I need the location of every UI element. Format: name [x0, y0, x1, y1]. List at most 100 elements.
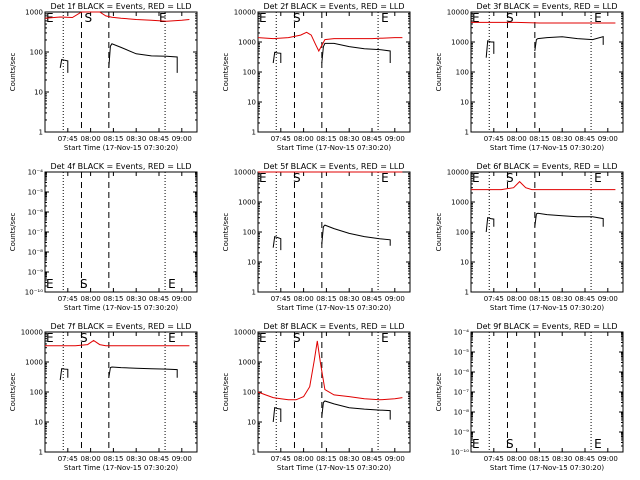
- marker-S: S: [506, 11, 514, 25]
- x-axis-label: Start Time (17-Nov-15 07:30:20): [277, 304, 391, 312]
- y-tick-label: 10⁻⁴: [454, 329, 470, 337]
- y-tick-label: 1: [39, 129, 43, 137]
- plot-frame: [44, 171, 198, 293]
- series-events: [485, 217, 495, 233]
- y-tick-label: 10⁻¹⁰: [451, 449, 469, 457]
- x-tick-label: 08:15: [103, 295, 123, 303]
- x-tick-label: 08:45: [362, 135, 382, 143]
- x-tick-label: 08:30: [552, 135, 572, 143]
- x-axis-label: Start Time (17-Nov-15 07:30:20): [490, 304, 604, 312]
- x-tick-label: 08:00: [81, 135, 101, 143]
- x-tick-label: 08:30: [339, 135, 359, 143]
- x-tick-label: 07:45: [58, 135, 78, 143]
- x-tick-label: 08:00: [81, 295, 101, 303]
- y-tick-label: 1000: [25, 359, 43, 367]
- x-tick-label: 08:15: [529, 455, 549, 463]
- y-tick-label: 10: [460, 99, 469, 107]
- series-events: [321, 224, 391, 246]
- x-tick-label: 08:00: [507, 455, 527, 463]
- y-tick-label: 10: [247, 259, 256, 267]
- x-tick-label: 08:15: [103, 135, 123, 143]
- y-tick-label: 1000: [238, 359, 256, 367]
- y-tick-label: 100: [456, 229, 469, 237]
- y-axis-label: Counts/sec: [435, 213, 443, 252]
- chart-panel-5: Det 5f BLACK = Events, RED = LLD 1 10 100 10…: [222, 162, 411, 312]
- marker-E: E: [594, 171, 602, 185]
- series-events: [272, 407, 282, 423]
- x-tick-label: 09:00: [385, 135, 405, 143]
- y-tick-label: 10⁻⁷: [28, 229, 44, 237]
- series-events: [485, 40, 495, 58]
- chart-panel-2: Det 2f BLACK = Events, RED = LLD 1 10 100 10…: [222, 2, 411, 152]
- y-tick-label: 10000: [234, 169, 256, 177]
- x-tick-label: 09:00: [172, 295, 192, 303]
- series-events: [534, 212, 604, 227]
- series-lld: [471, 21, 616, 24]
- y-axis-label: Counts/sec: [222, 373, 230, 412]
- y-tick-label: 10: [247, 419, 256, 427]
- y-axis-label: Counts/sec: [222, 53, 230, 92]
- marker-E-left: E: [472, 437, 480, 451]
- marker-S: S: [293, 11, 301, 25]
- x-tick-label: 08:45: [149, 295, 169, 303]
- chart-title: Det 5f BLACK = Events, RED = LLD: [263, 162, 404, 171]
- y-axis-label: Counts/sec: [9, 53, 17, 92]
- series-lld: [45, 339, 190, 347]
- marker-E: E: [381, 171, 389, 185]
- x-tick-label: 08:30: [339, 295, 359, 303]
- chart-panel-9: Det 9f BLACK = Events, RED = LLD 10⁻¹⁰ 10⁻…: [435, 322, 624, 472]
- x-tick-label: 08:15: [316, 295, 336, 303]
- marker-S: S: [293, 331, 301, 345]
- y-tick-label: 1: [252, 289, 256, 297]
- series-lld: [471, 180, 616, 191]
- plot-frame: [470, 11, 624, 133]
- plot-frame: [257, 331, 411, 453]
- y-tick-label: 10: [247, 99, 256, 107]
- chart-title: Det 2f BLACK = Events, RED = LLD: [263, 2, 404, 11]
- x-axis-label: Start Time (17-Nov-15 07:30:20): [64, 144, 178, 152]
- series-lld: [257, 31, 403, 53]
- chart-panel-7: Det 7f BLACK = Events, RED = LLD 1 10 100 10…: [9, 322, 198, 472]
- y-tick-label: 1000: [238, 39, 256, 47]
- y-tick-label: 1000: [451, 199, 469, 207]
- marker-E-left: E: [259, 331, 267, 345]
- y-tick-label: 10⁻⁴: [28, 169, 44, 177]
- marker-E-left: E: [46, 277, 54, 291]
- x-tick-label: 08:45: [149, 135, 169, 143]
- y-tick-label: 10⁻⁸: [28, 249, 44, 257]
- x-tick-label: 07:45: [58, 295, 78, 303]
- y-tick-label: 1: [252, 449, 256, 457]
- x-tick-label: 07:45: [484, 135, 504, 143]
- plot-frame: [257, 171, 411, 293]
- x-tick-label: 09:00: [598, 295, 618, 303]
- x-tick-label: 08:30: [339, 455, 359, 463]
- marker-E: E: [381, 331, 389, 345]
- y-tick-label: 100: [243, 229, 256, 237]
- marker-S: S: [80, 277, 88, 291]
- plot-frame: [470, 331, 624, 453]
- marker-E-left: E: [259, 171, 267, 185]
- y-axis-label: Counts/sec: [435, 53, 443, 92]
- plot-frame: [44, 11, 198, 133]
- x-tick-label: 08:30: [552, 295, 572, 303]
- x-tick-label: 08:00: [507, 295, 527, 303]
- marker-S: S: [80, 331, 88, 345]
- x-tick-label: 08:00: [507, 135, 527, 143]
- y-tick-label: 1000: [25, 9, 43, 17]
- marker-E: E: [381, 11, 389, 25]
- x-tick-label: 08:15: [316, 135, 336, 143]
- y-tick-label: 10⁻⁶: [454, 369, 470, 377]
- x-tick-label: 09:00: [385, 295, 405, 303]
- marker-E-left: E: [472, 171, 480, 185]
- chart-title: Det 7f BLACK = Events, RED = LLD: [50, 322, 191, 331]
- chart-panel-6: Det 6f BLACK = Events, RED = LLD 1 10 100 10…: [435, 162, 624, 312]
- chart-title: Det 1f BLACK = Events, RED = LLD: [50, 2, 191, 11]
- marker-E-left: E: [46, 331, 54, 345]
- y-axis-label: Counts/sec: [9, 213, 17, 252]
- x-axis-label: Start Time (17-Nov-15 07:30:20): [277, 144, 391, 152]
- x-tick-label: 09:00: [172, 135, 192, 143]
- chart-panel-3: Det 3f BLACK = Events, RED = LLD 1 10 100 10…: [435, 2, 624, 152]
- x-axis-label: Start Time (17-Nov-15 07:30:20): [490, 144, 604, 152]
- y-tick-label: 10: [34, 89, 43, 97]
